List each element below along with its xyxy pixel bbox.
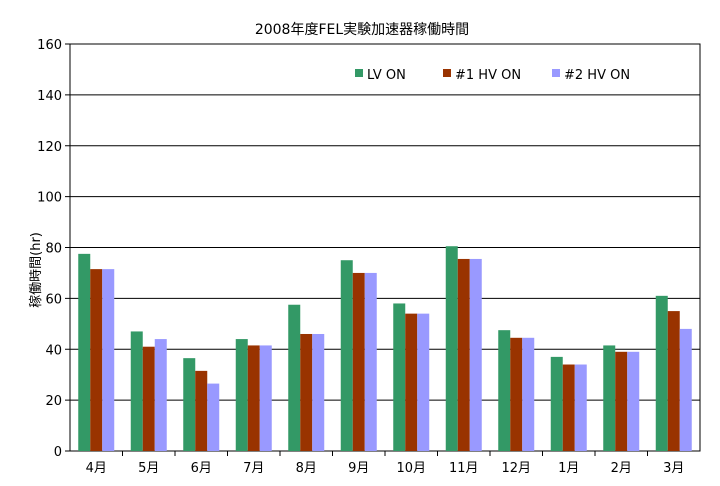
x-tick-label: 8月 (296, 461, 317, 476)
bar (300, 333, 313, 451)
legend: LV ON #1 HV ON #2 HV ON (355, 68, 630, 83)
bar (90, 269, 103, 451)
chart-title: 2008年度FEL実験加速器稼働時間 (255, 22, 469, 38)
bar (130, 331, 143, 451)
bar (457, 258, 470, 451)
y-tick-label: 160 (37, 38, 62, 53)
bar (405, 313, 418, 451)
bars (78, 246, 692, 451)
y-axis-label: 稼働時間(hr) (29, 232, 44, 308)
bar (667, 311, 680, 451)
bar (469, 258, 482, 451)
bar (312, 333, 325, 451)
bar (78, 253, 91, 451)
x-tick-label: 1月 (558, 461, 579, 476)
bar (154, 339, 167, 451)
bar (352, 272, 365, 451)
x-tick-label: 11月 (449, 461, 479, 476)
bar (445, 246, 458, 451)
x-tick-label: 10月 (396, 461, 426, 476)
bar (207, 383, 220, 451)
x-tick-label: 6月 (191, 461, 212, 476)
bar (364, 272, 377, 451)
bar (247, 345, 260, 451)
bar (195, 370, 208, 451)
y-tick-label: 140 (37, 89, 62, 104)
y-tick-label: 40 (45, 343, 62, 358)
bar (562, 364, 575, 451)
bar (498, 330, 511, 451)
bar (340, 260, 353, 451)
y-tick-label: 80 (45, 242, 62, 257)
y-tick-label: 120 (37, 140, 62, 155)
x-tick-label: 12月 (501, 461, 531, 476)
legend-label: #1 HV ON (455, 68, 521, 83)
legend-label: #2 HV ON (564, 68, 630, 83)
bar (574, 364, 587, 451)
bar (655, 295, 668, 451)
bar (259, 345, 272, 451)
bar (550, 356, 563, 451)
bar (393, 303, 406, 451)
y-tick-label: 0 (54, 445, 62, 460)
legend-label: LV ON (367, 68, 406, 83)
y-tick-label: 60 (45, 292, 62, 307)
legend-swatch (443, 69, 451, 77)
axes: 0 20 40 60 80 100 120 140 160 4月 5月 6月 7月 8月 9月 10月 11月 1… (37, 38, 684, 476)
bar (102, 269, 115, 451)
x-tick-label: 2月 (611, 461, 632, 476)
bar (142, 346, 155, 451)
legend-swatch (355, 69, 363, 77)
bar (627, 351, 640, 451)
gridlines (70, 94, 700, 401)
y-tick-label: 100 (37, 191, 62, 206)
y-tick-label: 20 (45, 394, 62, 409)
bar (235, 339, 248, 451)
x-tick-label: 3月 (663, 461, 684, 476)
x-tick-label: 7月 (243, 461, 264, 476)
bar (522, 337, 535, 451)
legend-swatch (552, 69, 560, 77)
bar (183, 358, 196, 451)
x-tick-label: 4月 (86, 461, 107, 476)
bar (510, 337, 523, 451)
x-tick-label: 9月 (348, 461, 369, 476)
bar (679, 328, 692, 451)
bar (603, 345, 616, 451)
bar (288, 304, 301, 451)
x-tick-label: 5月 (138, 461, 159, 476)
bar (615, 351, 628, 451)
bar (417, 313, 430, 451)
